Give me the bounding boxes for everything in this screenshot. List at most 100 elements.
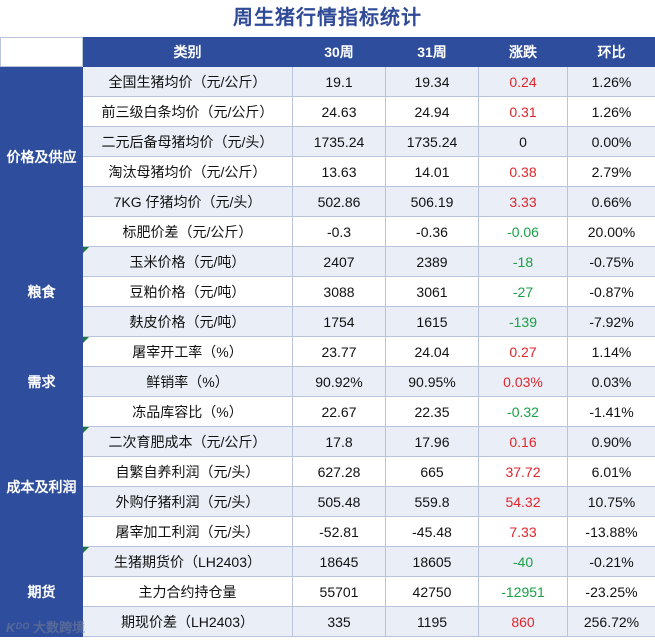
header-week-31: 31周 <box>385 37 479 67</box>
item-name: 鲜销率（%） <box>82 366 293 397</box>
corner-marker-icon <box>83 547 89 553</box>
value-week-31: 24.04 <box>385 336 479 367</box>
item-name: 冻品库容比（%） <box>82 396 293 427</box>
watermark-text: 大数跨境 <box>33 620 86 635</box>
value-change: 0.03% <box>478 366 568 397</box>
item-name: 期现价差（LH2403） <box>82 606 293 637</box>
value-week-30: 13.63 <box>292 156 386 187</box>
table-row: 冻品库容比（%） 22.67 22.35 -0.32 -1.41% <box>1 396 655 427</box>
value-ratio: 1.14% <box>567 336 655 367</box>
header-ratio: 环比 <box>567 37 655 67</box>
value-week-31: 3061 <box>385 276 479 307</box>
value-ratio: 256.72% <box>567 606 655 637</box>
value-week-30: 335 <box>292 606 386 637</box>
value-week-30: 22.67 <box>292 396 386 427</box>
header-change: 涨跌 <box>478 37 568 67</box>
table-row: 期货 生猪期货价（LH2403） 18645 18605 -40 -0.21% <box>0 546 655 637</box>
value-ratio: 1.26% <box>567 96 655 127</box>
corner-marker-icon <box>83 247 89 253</box>
value-change: -0.06 <box>478 216 568 247</box>
value-change: 0.31 <box>478 96 568 127</box>
value-ratio: -1.41% <box>567 396 655 427</box>
value-week-30: 502.86 <box>292 186 386 217</box>
table-row: 成本及利润 二次育肥成本（元/公斤） 17.8 17.96 0.16 0.90% <box>0 426 655 547</box>
value-week-31: 1735.24 <box>385 126 479 157</box>
value-week-30: -0.3 <box>292 216 386 247</box>
item-name: 麸皮价格（元/吨） <box>82 306 293 337</box>
group-label: 期货 <box>0 546 83 637</box>
value-change: 54.32 <box>478 486 568 517</box>
table-row: 鲜销率（%） 90.92% 90.95% 0.03% 0.03% <box>1 366 655 397</box>
value-week-31: 559.8 <box>385 486 479 517</box>
value-change: 3.33 <box>478 186 568 217</box>
value-week-31: 22.35 <box>385 396 479 427</box>
value-change: 37.72 <box>478 456 568 487</box>
item-name: 屠宰加工利润（元/头） <box>82 516 293 547</box>
table-header-row: 类别 30周 31周 涨跌 环比 <box>0 37 655 67</box>
item-name: 主力合约持仓量 <box>82 576 293 607</box>
table-row: 需求 屠宰开工率（%） 23.77 24.04 0.27 1.14% <box>0 336 655 427</box>
value-week-31: -0.36 <box>385 216 479 247</box>
value-ratio: 0.90% <box>567 426 655 457</box>
header-week-30: 30周 <box>292 37 386 67</box>
table-row: 期现价差（LH2403） 335 1195 860 256.72% <box>1 606 655 637</box>
table-row: 豆粕价格（元/吨） 3088 3061 -27 -0.87% <box>1 276 655 307</box>
value-week-30: 627.28 <box>292 456 386 487</box>
value-week-30: 3088 <box>292 276 386 307</box>
value-change: 0.27 <box>478 336 568 367</box>
item-name: 外购仔猪利润（元/头） <box>82 486 293 517</box>
value-week-30: 18645 <box>292 546 386 577</box>
value-week-31: 14.01 <box>385 156 479 187</box>
item-name: 7KG 仔猪均价（元/头） <box>82 186 293 217</box>
value-week-31: 1615 <box>385 306 479 337</box>
item-name: 生猪期货价（LH2403） <box>82 546 293 577</box>
table-row: 7KG 仔猪均价（元/头） 502.86 506.19 3.33 0.66% <box>1 186 655 217</box>
table-row: 自繁自养利润（元/头） 627.28 665 37.72 6.01% <box>1 456 655 487</box>
item-name: 豆粕价格（元/吨） <box>82 276 293 307</box>
header-corner <box>0 37 83 67</box>
value-week-30: -52.81 <box>292 516 386 547</box>
table-row: 屠宰加工利润（元/头） -52.81 -45.48 7.33 -13.88% <box>1 516 655 547</box>
value-ratio: 6.01% <box>567 456 655 487</box>
value-week-30: 19.1 <box>292 66 386 97</box>
value-change: 7.33 <box>478 516 568 547</box>
corner-marker-icon <box>83 427 89 433</box>
item-name: 二次育肥成本（元/公斤） <box>82 426 293 457</box>
item-name: 玉米价格（元/吨） <box>82 246 293 277</box>
value-ratio: 1.26% <box>567 66 655 97</box>
watermark-logo: Kᴰᴼ <box>6 620 30 635</box>
value-week-31: 665 <box>385 456 479 487</box>
table-body: 价格及供应 全国生猪均价（元/公斤） 19.1 19.34 0.24 1.26% 前三级白条… <box>0 66 655 637</box>
value-week-31: 18605 <box>385 546 479 577</box>
value-ratio: -0.75% <box>567 246 655 277</box>
value-change: 0.16 <box>478 426 568 457</box>
value-change: -139 <box>478 306 568 337</box>
value-week-30: 17.8 <box>292 426 386 457</box>
page-title: 周生猪行情指标统计 <box>233 7 422 29</box>
value-week-31: 1195 <box>385 606 479 637</box>
value-week-30: 24.63 <box>292 96 386 127</box>
header-category: 类别 <box>82 37 293 67</box>
value-week-31: 24.94 <box>385 96 479 127</box>
value-week-31: 2389 <box>385 246 479 277</box>
value-week-31: 17.96 <box>385 426 479 457</box>
item-name: 标肥价差（元/公斤） <box>82 216 293 247</box>
watermark: Kᴰᴼ 大数跨境 <box>6 617 85 636</box>
value-week-30: 90.92% <box>292 366 386 397</box>
value-week-30: 55701 <box>292 576 386 607</box>
item-name: 全国生猪均价（元/公斤） <box>82 66 293 97</box>
table-row: 标肥价差（元/公斤） -0.3 -0.36 -0.06 20.00% <box>1 216 655 247</box>
value-ratio: 2.79% <box>567 156 655 187</box>
item-name: 前三级白条均价（元/公斤） <box>82 96 293 127</box>
value-ratio: -0.87% <box>567 276 655 307</box>
value-week-31: 42750 <box>385 576 479 607</box>
group-label: 粮食 <box>0 246 83 337</box>
table-row: 淘汰母猪均价（元/公斤） 13.63 14.01 0.38 2.79% <box>1 156 655 187</box>
value-change: 860 <box>478 606 568 637</box>
value-week-31: 90.95% <box>385 366 479 397</box>
value-change: 0.38 <box>478 156 568 187</box>
value-change: -0.32 <box>478 396 568 427</box>
value-change: 0 <box>478 126 568 157</box>
value-change: -12951 <box>478 576 568 607</box>
value-change: -40 <box>478 546 568 577</box>
